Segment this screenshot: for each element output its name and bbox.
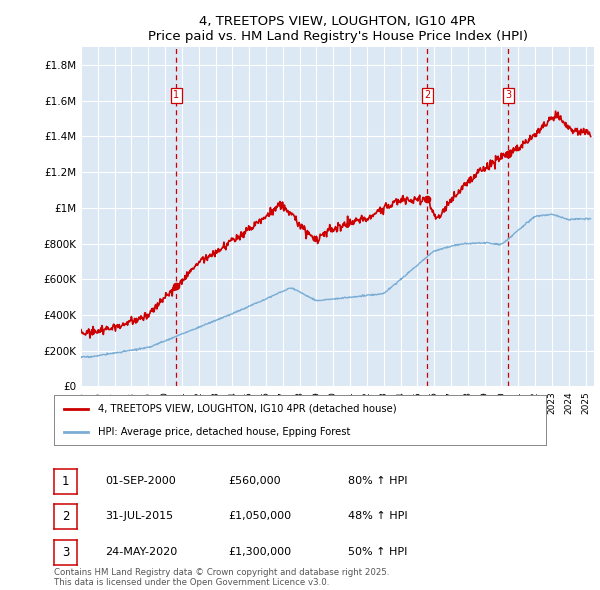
- Text: £560,000: £560,000: [228, 476, 281, 486]
- Text: 31-JUL-2015: 31-JUL-2015: [105, 512, 173, 521]
- Text: £1,050,000: £1,050,000: [228, 512, 291, 521]
- Text: HPI: Average price, detached house, Epping Forest: HPI: Average price, detached house, Eppi…: [98, 427, 350, 437]
- Text: 48% ↑ HPI: 48% ↑ HPI: [348, 512, 407, 521]
- Text: 1: 1: [173, 90, 179, 100]
- Text: 4, TREETOPS VIEW, LOUGHTON, IG10 4PR (detached house): 4, TREETOPS VIEW, LOUGHTON, IG10 4PR (de…: [98, 404, 397, 414]
- Text: 3: 3: [62, 546, 69, 559]
- Text: 2: 2: [62, 510, 69, 523]
- Text: £1,300,000: £1,300,000: [228, 547, 291, 556]
- Text: 24-MAY-2020: 24-MAY-2020: [105, 547, 177, 556]
- Text: 50% ↑ HPI: 50% ↑ HPI: [348, 547, 407, 556]
- Title: 4, TREETOPS VIEW, LOUGHTON, IG10 4PR
Price paid vs. HM Land Registry's House Pri: 4, TREETOPS VIEW, LOUGHTON, IG10 4PR Pri…: [148, 15, 527, 43]
- Text: Contains HM Land Registry data © Crown copyright and database right 2025.
This d: Contains HM Land Registry data © Crown c…: [54, 568, 389, 587]
- Text: 1: 1: [62, 475, 69, 488]
- Text: 3: 3: [505, 90, 511, 100]
- Text: 2: 2: [424, 90, 430, 100]
- Text: 80% ↑ HPI: 80% ↑ HPI: [348, 476, 407, 486]
- Text: 01-SEP-2000: 01-SEP-2000: [105, 476, 176, 486]
